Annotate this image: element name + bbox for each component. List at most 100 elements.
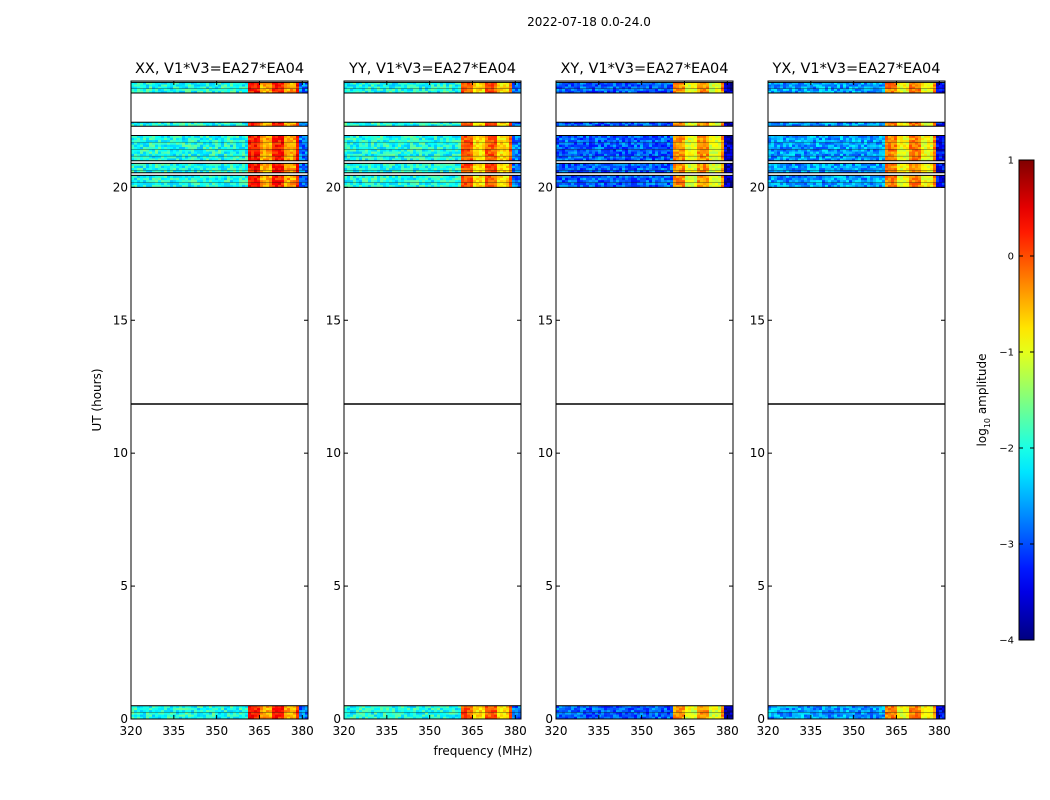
heat-cell — [197, 177, 200, 181]
heat-cell — [194, 82, 197, 85]
heat-cell — [296, 158, 299, 162]
heat-cell — [254, 122, 257, 125]
heat-cell — [479, 144, 482, 148]
heat-cell — [691, 714, 694, 718]
heat-cell — [470, 714, 473, 718]
heat-cell — [347, 149, 350, 152]
heat-cell — [359, 158, 362, 162]
heat-cell — [200, 707, 203, 711]
heat-cell — [727, 184, 730, 188]
heat-cell — [371, 710, 374, 713]
heat-cell — [146, 705, 149, 709]
heat-cell — [368, 151, 371, 155]
heat-cell — [170, 90, 173, 94]
heat-cell — [425, 165, 428, 169]
heat-cell — [598, 710, 601, 713]
heat-cell — [260, 714, 263, 718]
heat-cell — [263, 88, 266, 92]
heat-cell — [227, 90, 230, 94]
heat-cell — [628, 180, 631, 183]
heat-cell — [368, 163, 371, 167]
heat-cell — [359, 140, 362, 143]
heat-cell — [697, 180, 700, 183]
heat-cell — [407, 122, 410, 125]
heat-cell — [446, 716, 449, 720]
heat-cell — [383, 149, 386, 152]
heat-cell — [209, 714, 212, 718]
heat-cell — [218, 180, 221, 183]
heat-cell — [461, 180, 464, 183]
heat-cell — [577, 177, 580, 181]
heat-cell — [452, 146, 455, 150]
heat-cell — [296, 86, 299, 90]
heat-cell — [230, 84, 233, 87]
heat-cell — [233, 714, 236, 718]
heat-cell — [383, 712, 386, 715]
heat-cell — [248, 705, 251, 709]
heat-cell — [179, 82, 182, 85]
heat-cell — [218, 153, 221, 157]
heat-cell — [401, 151, 404, 155]
heat-cell — [389, 124, 392, 127]
x-tick-label: 380 — [291, 724, 314, 738]
heat-cell — [209, 168, 212, 171]
heat-cell — [302, 712, 305, 715]
heat-cell — [299, 146, 302, 150]
heat-cell — [556, 168, 559, 171]
heat-cell — [398, 158, 401, 162]
heat-cell — [452, 705, 455, 709]
heat-cell — [655, 135, 658, 139]
heat-cell — [407, 90, 410, 94]
heat-cell — [562, 705, 565, 709]
heat-cell — [380, 177, 383, 181]
heat-cell — [655, 163, 658, 167]
heat-cell — [227, 86, 230, 90]
heat-cell — [727, 707, 730, 711]
heat-cell — [706, 182, 709, 186]
heat-cell — [155, 163, 158, 167]
heat-cell — [479, 135, 482, 139]
heat-cell — [497, 122, 500, 125]
heat-cell — [293, 177, 296, 181]
panel-frame — [130, 80, 309, 720]
heat-cell — [697, 184, 700, 188]
heat-cell — [416, 165, 419, 169]
heat-cell — [257, 180, 260, 183]
heat-cell — [437, 153, 440, 157]
heat-cell — [631, 182, 634, 186]
heat-cell — [143, 146, 146, 150]
heat-cell — [176, 122, 179, 125]
heat-cell — [580, 707, 583, 711]
heat-cell — [401, 163, 404, 167]
heat-cell — [574, 712, 577, 715]
heat-cell — [703, 712, 706, 715]
heat-cell — [260, 135, 263, 139]
heat-cell — [284, 180, 287, 183]
heat-cell — [287, 184, 290, 188]
heat-cell — [694, 180, 697, 183]
heat-cell — [362, 140, 365, 143]
heat-cell — [266, 184, 269, 188]
heat-cell — [254, 156, 257, 159]
heat-cell — [697, 714, 700, 718]
heat-cell — [182, 712, 185, 715]
heat-cell — [565, 714, 568, 718]
heat-cell — [194, 177, 197, 181]
heat-cell — [221, 165, 224, 169]
heat-cell — [509, 88, 512, 92]
heat-cell — [449, 182, 452, 186]
heat-cell — [152, 175, 155, 179]
heat-cell — [224, 716, 227, 720]
heat-cell — [386, 182, 389, 186]
heat-cell — [356, 140, 359, 143]
heat-cell — [589, 716, 592, 720]
heat-cell — [368, 142, 371, 145]
heat-cell — [152, 135, 155, 139]
heat-cell — [257, 135, 260, 139]
heat-cell — [200, 165, 203, 169]
heat-cell — [395, 142, 398, 145]
heat-cell — [631, 707, 634, 711]
heat-cell — [724, 177, 727, 181]
heat-cell — [263, 170, 266, 174]
heat-cell — [470, 137, 473, 141]
